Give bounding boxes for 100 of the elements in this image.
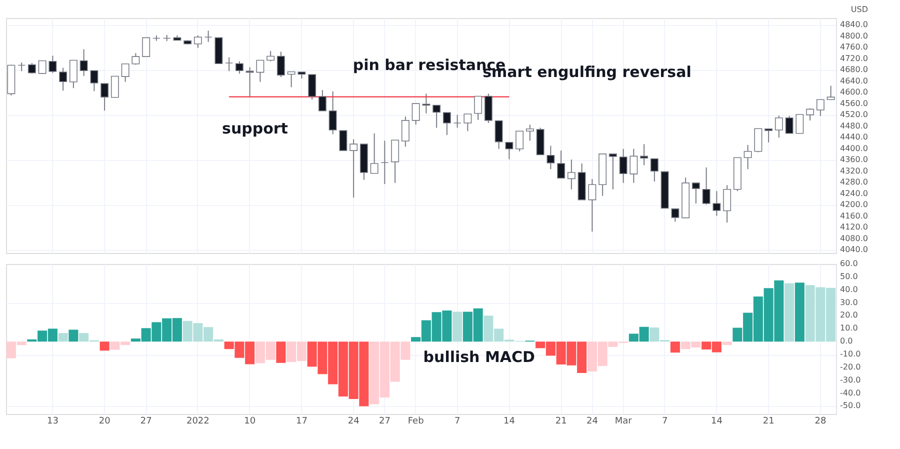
x-tick-label: 2022 (186, 416, 210, 426)
bar (68, 330, 78, 342)
candlestick (516, 130, 524, 152)
candlestick (235, 60, 244, 74)
candlestick (494, 120, 503, 150)
y-tick-label: 4240.0 (840, 188, 868, 198)
candlestick (380, 140, 389, 185)
candlestick (69, 60, 78, 89)
x-tick-label: 14 (503, 416, 516, 426)
candlestick (412, 103, 420, 126)
x-tick-label: 21 (555, 416, 567, 426)
candlestick (194, 34, 202, 48)
candlestick (785, 115, 794, 134)
candlestick (391, 140, 400, 184)
y-tick-label: 4760.0 (840, 42, 868, 52)
candlestick (266, 50, 275, 62)
y-tick-label: -40.0 (840, 388, 861, 398)
y-tick-label: -20.0 (840, 362, 861, 372)
y-tick-label: 4520.0 (840, 110, 868, 120)
candlestick (754, 128, 762, 153)
x-tick-label: 13 (46, 416, 58, 426)
candlestick (588, 178, 596, 232)
y-tick-label: 4800.0 (840, 31, 868, 40)
candlestick (422, 93, 430, 114)
bar (58, 333, 68, 342)
candlestick (339, 130, 348, 151)
candlestick (350, 138, 358, 198)
candlestick (318, 90, 326, 112)
candlestick (692, 182, 700, 204)
y-tick-label: -50.0 (840, 401, 861, 410)
candlestick (712, 190, 721, 216)
candlestick (80, 48, 88, 76)
candlestick (723, 184, 732, 224)
candlestick (401, 116, 410, 148)
x-tick-label: 14 (710, 416, 723, 426)
y-axis-title: USD (850, 5, 868, 14)
y-tick-label: 60.0 (840, 259, 858, 268)
bar (670, 342, 680, 353)
candlestick (567, 159, 576, 190)
x-tick-label: Mar (614, 416, 632, 426)
x-tick-label: 24 (348, 416, 360, 426)
candlestick (796, 114, 804, 134)
y-tick-label: 50.0 (840, 272, 858, 281)
x-tick-label: 7 (454, 416, 460, 426)
candlestick (453, 114, 462, 128)
bar (722, 342, 732, 346)
candlestick (806, 108, 814, 121)
y-tick-label: 4680.0 (840, 65, 868, 74)
y-tick-label: 40.0 (840, 284, 858, 294)
bar (784, 283, 794, 342)
y-tick-label: 4720.0 (840, 54, 868, 63)
y-tick-label: -10.0 (840, 350, 861, 359)
bar (100, 342, 110, 351)
bar (452, 312, 462, 342)
y-tick-label: 4480.0 (840, 121, 868, 130)
candlestick (100, 83, 109, 112)
candlestick (370, 132, 378, 174)
annotation: support (222, 119, 288, 138)
y-tick-label: -30.0 (840, 375, 861, 384)
annotation: bullish MACD (423, 348, 535, 366)
candlestick (650, 158, 658, 182)
x-tick-label: Feb (408, 416, 424, 426)
candlestick (225, 56, 234, 72)
y-tick-label: 4400.0 (840, 144, 868, 153)
x-tick-label: 21 (762, 416, 774, 426)
candlestick (744, 144, 752, 170)
candlestick (557, 150, 566, 179)
y-tick-label: 4440.0 (840, 132, 868, 142)
y-tick-label: 4360.0 (840, 155, 868, 164)
candlestick (287, 71, 296, 88)
candlestick (464, 113, 472, 132)
candlestick (308, 74, 316, 100)
y-tick-label: 4600.0 (840, 88, 868, 97)
y-tick-label: 4040.0 (840, 245, 868, 254)
candlestick (121, 63, 130, 82)
candlestick (59, 67, 68, 92)
y-tick-label: 4840.0 (840, 20, 868, 30)
y-tick-label: 10.0 (840, 324, 858, 333)
y-tick-label: 0.0 (840, 336, 853, 346)
y-tick-label: 4080.0 (840, 234, 868, 243)
candlestick (630, 148, 638, 184)
candlestick (38, 60, 46, 74)
candlestick (256, 60, 264, 82)
candlestick (204, 30, 212, 42)
y-tick-label: 4160.0 (840, 211, 868, 220)
y-tick-label: 4320.0 (840, 166, 868, 176)
candlestick (48, 55, 57, 74)
candlestick (505, 142, 514, 160)
y-tick-label: 4560.0 (840, 98, 868, 108)
y-tick-label: 20.0 (840, 310, 858, 320)
y-tick-label: 4640.0 (840, 76, 868, 86)
candlestick (142, 37, 150, 57)
candlestick (442, 112, 451, 136)
candlestick (546, 145, 555, 170)
candlestick (432, 104, 441, 128)
x-tick-label: 27 (378, 416, 390, 426)
x-tick-label: 17 (296, 416, 308, 426)
bar (794, 282, 804, 342)
x-tick-label: 27 (140, 416, 152, 426)
x-tick-label: 20 (98, 416, 111, 426)
